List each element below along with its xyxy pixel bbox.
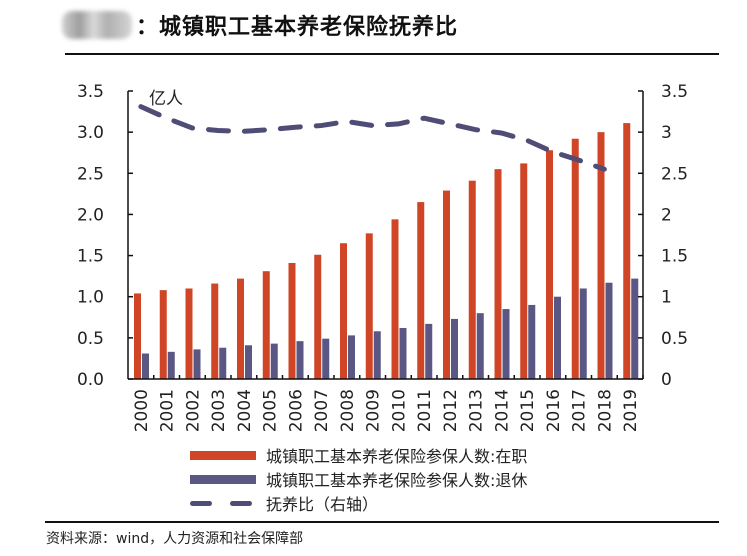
bar-retired xyxy=(167,351,175,379)
bar-retired xyxy=(348,335,355,379)
x-tick-label: 2015 xyxy=(518,389,538,432)
legend-label: 城镇职工基本养老保险参保人数:退休 xyxy=(266,471,528,490)
purple-bar-swatch-icon xyxy=(190,474,256,484)
left-tick-label: 3.5 xyxy=(77,82,104,102)
bar-retired xyxy=(270,343,278,379)
bar-employed xyxy=(159,290,167,379)
bar-employed xyxy=(520,163,528,379)
x-tick-label: 2007 xyxy=(312,389,332,432)
left-tick-label: 2.5 xyxy=(77,164,104,184)
bar-retired xyxy=(476,313,484,379)
source-note: 资料来源：wind，人力资源和社会保障部 xyxy=(46,531,304,547)
title-divider xyxy=(65,53,719,55)
x-tick-label: 2001 xyxy=(158,389,178,432)
legend-item-employed: 城镇职工基本养老保险参保人数:在职 xyxy=(190,444,527,466)
legend-item-ratio: 抚养比（右轴） xyxy=(190,492,527,514)
x-tick-label: 2017 xyxy=(570,389,590,432)
right-tick-label: 3 xyxy=(661,123,672,143)
bar-employed xyxy=(468,180,476,379)
bar-retired xyxy=(502,309,510,379)
bar-employed xyxy=(288,262,296,379)
x-tick-label: 2019 xyxy=(621,389,641,432)
left-tick-label: 3.0 xyxy=(77,123,104,143)
bar-retired xyxy=(296,341,304,379)
bar-employed xyxy=(571,138,579,379)
bar-employed xyxy=(623,123,631,379)
bar-retired xyxy=(631,278,639,379)
legend-item-retired: 城镇职工基本养老保险参保人数:退休 xyxy=(190,468,527,490)
x-tick-label: 2003 xyxy=(209,389,229,432)
right-tick-label: 0 xyxy=(661,370,672,390)
footer-divider xyxy=(45,521,719,523)
y-axis-unit-label: 亿人 xyxy=(149,89,183,109)
axes-layer: 0.0 0 0.5 0.5 1.0 1 1.5 1.5 2.0 2 2.5 2.5 3.0 3 3.5 3.5… xyxy=(77,82,688,432)
left-tick-label: 0.5 xyxy=(77,329,104,349)
bar-employed xyxy=(185,288,193,379)
title-bar: ：城镇职工基本养老保险抚养比 xyxy=(62,8,458,42)
bar-employed xyxy=(597,132,605,379)
x-tick-label: 2014 xyxy=(492,389,512,432)
bar-retired xyxy=(425,323,433,379)
x-tick-label: 2000 xyxy=(132,389,152,432)
right-tick-label: 1.5 xyxy=(661,247,688,267)
bar-retired xyxy=(554,296,561,379)
legend: 城镇职工基本养老保险参保人数:在职 城镇职工基本养老保险参保人数:退休 抚养比（… xyxy=(190,444,527,516)
left-tick-label: 1.5 xyxy=(77,247,104,267)
bar-employed xyxy=(211,283,219,379)
x-tick-label: 2002 xyxy=(183,389,203,432)
blurred-logo-icon xyxy=(62,11,132,39)
bar-retired xyxy=(399,327,407,379)
bar-employed xyxy=(391,219,399,379)
right-tick-label: 2 xyxy=(661,205,672,225)
x-tick-label: 2008 xyxy=(338,389,358,432)
bar-employed xyxy=(262,271,270,379)
bar-retired xyxy=(605,282,613,379)
bar-retired xyxy=(142,353,149,379)
bar-employed xyxy=(365,233,373,379)
x-tick-label: 2013 xyxy=(467,389,487,432)
x-tick-label: 2011 xyxy=(415,389,435,432)
legend-label: 抚养比（右轴） xyxy=(266,495,379,514)
left-tick-label: 2.0 xyxy=(77,205,104,225)
bar-retired xyxy=(579,288,587,379)
bar-employed xyxy=(314,254,322,379)
x-tick-label: 2006 xyxy=(286,389,306,432)
bar-retired xyxy=(219,347,227,379)
x-tick-label: 2012 xyxy=(441,389,461,432)
right-tick-label: 1 xyxy=(661,288,672,308)
bar-retired xyxy=(322,338,330,379)
dashed-line-swatch-icon xyxy=(190,499,256,508)
bar-employed xyxy=(417,202,425,379)
bars-layer xyxy=(134,123,639,379)
x-tick-label: 2018 xyxy=(595,389,615,432)
bar-employed xyxy=(237,278,244,379)
legend-label: 城镇职工基本养老保险参保人数:在职 xyxy=(266,447,528,466)
x-tick-label: 2005 xyxy=(261,389,281,432)
right-tick-label: 3.5 xyxy=(661,82,688,102)
red-bar-swatch-icon xyxy=(190,450,256,460)
ratio-line xyxy=(138,104,607,172)
x-tick-label: 2009 xyxy=(364,389,384,432)
right-tick-label: 0.5 xyxy=(661,329,688,349)
chart-title: ：城镇职工基本养老保险抚养比 xyxy=(136,15,459,40)
bar-employed xyxy=(134,293,141,379)
left-tick-label: 0.0 xyxy=(77,370,104,390)
x-tick-label: 2004 xyxy=(235,389,255,432)
bar-retired xyxy=(193,349,201,379)
bar-employed xyxy=(443,190,450,379)
left-tick-label: 1.0 xyxy=(77,288,104,308)
ratio-line-layer xyxy=(138,104,607,172)
bar-employed xyxy=(340,243,347,379)
x-tick-label: 2016 xyxy=(544,389,564,432)
bar-retired xyxy=(451,318,458,379)
bar-employed xyxy=(546,150,553,379)
bar-retired xyxy=(528,304,536,379)
chart-area: 0.0 0 0.5 0.5 1.0 1 1.5 1.5 2.0 2 2.5 2.5 3.0 3 3.5 3.5… xyxy=(77,82,688,432)
bar-retired xyxy=(245,345,252,379)
bar-retired xyxy=(373,331,381,379)
x-tick-label: 2010 xyxy=(389,389,409,432)
bar-employed xyxy=(494,169,502,379)
right-tick-label: 2.5 xyxy=(661,164,688,184)
